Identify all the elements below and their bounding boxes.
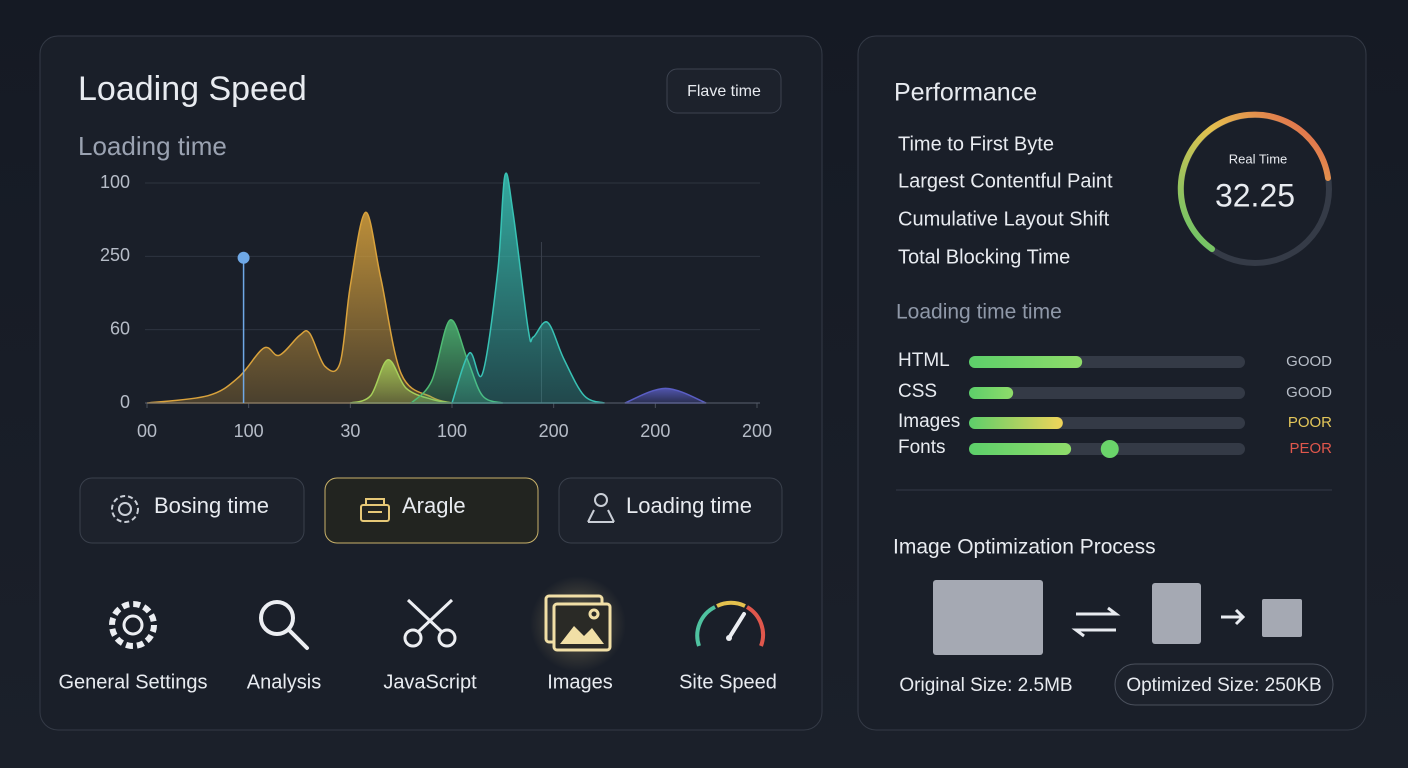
area [624,387,707,404]
button-active[interactable] [324,477,539,544]
x-tick-label: 00 [137,421,157,441]
bar-knob [1100,440,1119,458]
x-tick-label: 200 [640,421,670,441]
arrow [1221,608,1246,626]
section-title: Loading time time [896,301,1062,324]
button[interactable] [79,477,305,544]
x-tick-label: 30 [340,421,360,441]
status: GOOD [1286,384,1332,401]
resource-name: Fonts [898,437,946,458]
caption: Original Size: 2.5MB [899,675,1072,696]
chart: 0 60 250 100 00 100 30 100 200 200 200 [100,172,772,441]
gear-icon [111,495,139,523]
y-tick-label: 60 [110,318,130,338]
resource-name: HTML [898,350,950,371]
resized-image [1152,583,1201,644]
status: PEOR [1289,440,1332,457]
chart-title: Loading time [78,131,227,161]
gauge-label: Real Time [1229,151,1288,166]
bar [969,443,1072,455]
panel-title: Performance [894,79,1037,107]
x-tick-label: 200 [742,421,772,441]
x-tick-label: 200 [539,421,569,441]
settings-icon[interactable] [109,601,157,649]
gauge-arc [1177,111,1331,252]
pill [1114,663,1334,706]
user-icon [587,493,615,523]
bar-track [969,387,1245,399]
marker-dot [237,251,250,264]
y-tick-label: 100 [100,172,130,192]
analysis-icon[interactable] [259,600,309,650]
button-label: Bosing time [154,493,269,518]
status: GOOD [1286,353,1332,370]
gauge-value: 32.25 [1215,177,1295,213]
bar [969,387,1014,399]
time-button[interactable] [666,68,782,114]
section-title: Image Optimization Process [893,536,1156,559]
button-label: Aragle [402,493,466,518]
status: POOR [1288,414,1332,431]
y-tick-label: 250 [100,245,130,265]
speed-icon[interactable] [695,600,765,647]
nav-label: Site Speed [679,671,777,693]
button[interactable] [558,477,783,544]
metric: Cumulative Layout Shift [898,208,1110,230]
original-image [933,580,1043,655]
swap-arrows [1071,606,1121,638]
images-icon[interactable] [544,594,612,652]
area [146,211,453,404]
area [450,172,605,404]
resource-name: CSS [898,381,937,402]
resource-bars: HTML GOOD CSS GOOD Images POOR Fonts PEOR [898,350,1332,458]
panel-title: Loading Speed [78,70,307,108]
caption: Optimized Size: 250KB [1126,675,1321,696]
optimized-image [1262,599,1302,637]
metric: Total Blocking Time [898,246,1070,268]
javascript-icon[interactable] [403,598,457,648]
time-button-label: Flave time [687,83,761,100]
bar [969,356,1083,368]
x-tick-label: 100 [234,421,264,441]
nav-label: Analysis [247,671,321,693]
button-label: Loading time [626,493,752,518]
nav-label: General Settings [59,671,208,693]
box-icon [360,498,390,522]
metric: Time to First Byte [898,133,1054,155]
nav-label: JavaScript [383,671,477,693]
metric: Largest Contentful Paint [898,170,1113,192]
bar [969,417,1063,429]
right-panel [857,35,1367,731]
resource-name: Images [898,411,960,432]
nav-label: Images [547,671,613,693]
x-tick-label: 100 [437,421,467,441]
y-tick-label: 0 [120,392,130,412]
